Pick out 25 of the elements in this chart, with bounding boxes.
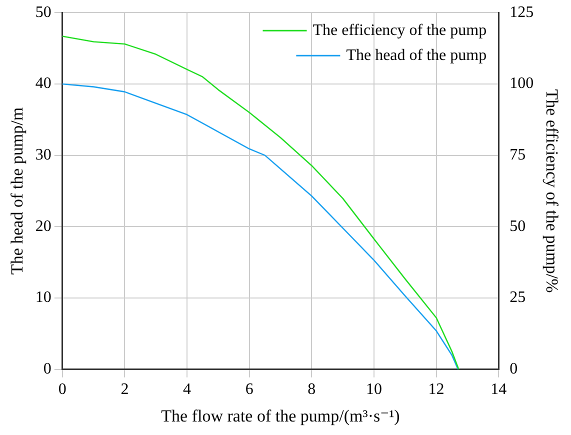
y-tick-label: 30 <box>35 146 52 164</box>
x-tick-label: 10 <box>366 381 382 398</box>
legend-label: The head of the pump <box>346 46 487 64</box>
y2-tick-label: 125 <box>510 4 534 21</box>
x-tick-label: 2 <box>120 381 129 398</box>
legend-label: The efficiency of the pump <box>312 22 487 39</box>
x-tick-label: 6 <box>245 381 254 398</box>
x-tick-label: 14 <box>490 381 507 398</box>
x-axis-title: The flow rate of the pump/(m³·s⁻¹) <box>161 406 400 426</box>
y-tick-label: 40 <box>35 75 52 92</box>
x-tick-label: 4 <box>183 381 192 398</box>
y2-tick-label: 50 <box>510 218 526 235</box>
y-tick-label: 0 <box>43 360 52 378</box>
x-tick-label: 8 <box>308 381 316 398</box>
y-tick-label: 20 <box>35 218 52 235</box>
y-tick-label: 50 <box>35 4 52 21</box>
y2-axis-title: The efficiency of the pump/% <box>542 89 562 293</box>
x-tick-label: 12 <box>428 381 444 398</box>
x-tick-label: 0 <box>58 381 66 398</box>
y2-tick-label: 25 <box>510 289 526 306</box>
y-tick-label: 10 <box>35 289 52 306</box>
y2-tick-label: 0 <box>510 360 518 378</box>
y-axis-title: The head of the pump/m <box>8 107 27 275</box>
y2-tick-label: 75 <box>510 146 526 164</box>
y2-tick-label: 100 <box>510 75 534 92</box>
